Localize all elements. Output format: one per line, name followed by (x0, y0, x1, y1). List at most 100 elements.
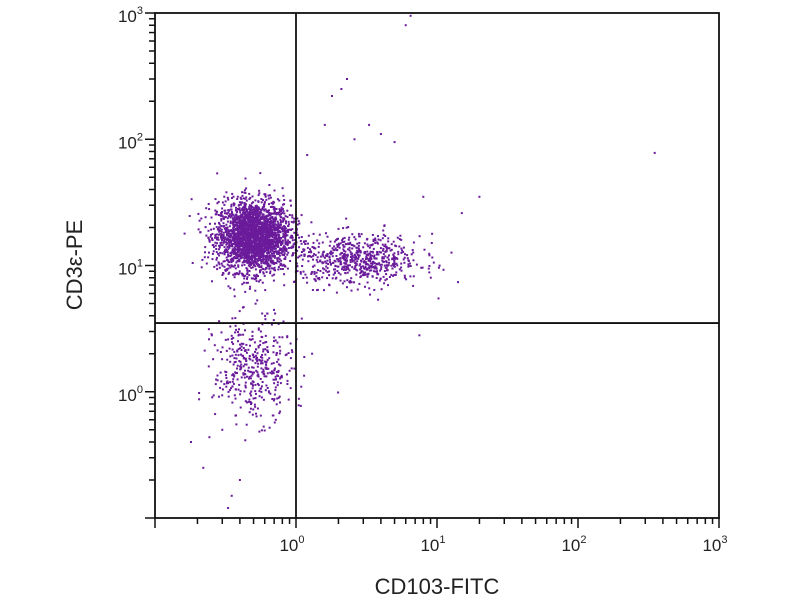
data-point (237, 216, 239, 219)
data-point (392, 274, 395, 277)
data-point (273, 189, 276, 192)
data-point (395, 271, 398, 274)
data-point (229, 222, 232, 225)
data-point (208, 238, 211, 241)
data-point (241, 191, 243, 194)
data-point (278, 208, 281, 211)
data-point (257, 375, 260, 378)
data-point (273, 227, 276, 230)
data-point (412, 284, 415, 287)
data-point (251, 373, 254, 376)
data-point (220, 228, 223, 231)
data-point (260, 250, 263, 252)
data-point (256, 299, 259, 302)
data-point (422, 195, 425, 198)
data-point (261, 240, 263, 243)
data-point (210, 334, 213, 337)
data-point (300, 254, 303, 257)
data-point (252, 277, 255, 280)
data-point (355, 273, 358, 276)
data-point (275, 371, 278, 374)
data-point (188, 215, 191, 217)
data-point (373, 289, 376, 291)
data-point (282, 194, 285, 197)
data-point (270, 267, 273, 270)
data-point (335, 291, 338, 294)
data-point (256, 371, 259, 374)
data-point (248, 274, 251, 277)
data-point (431, 256, 434, 259)
data-point (369, 269, 371, 272)
data-point (244, 249, 247, 252)
data-point (394, 273, 397, 276)
data-point (385, 245, 388, 248)
data-point (258, 263, 261, 266)
data-point (229, 216, 232, 219)
data-point (219, 236, 222, 239)
data-point (228, 389, 231, 392)
data-point (250, 226, 253, 229)
data-point (310, 221, 313, 224)
data-point (275, 244, 278, 247)
data-point (271, 228, 274, 231)
data-point (256, 210, 258, 212)
data-point (224, 215, 227, 218)
data-point (242, 223, 245, 226)
data-point (375, 266, 378, 269)
data-point (243, 229, 246, 231)
data-point (243, 259, 246, 262)
data-point (207, 236, 210, 239)
data-point (281, 229, 284, 232)
data-point (272, 319, 275, 322)
data-point (290, 234, 293, 237)
data-point (406, 254, 409, 257)
data-point (252, 408, 255, 411)
data-point (217, 252, 220, 255)
data-point (246, 271, 249, 274)
data-point (400, 238, 403, 241)
data-point (228, 271, 231, 274)
data-point (319, 270, 322, 272)
data-point (225, 349, 228, 352)
data-point (239, 343, 241, 346)
data-point (329, 258, 331, 261)
data-point (360, 233, 363, 236)
data-point (261, 248, 263, 250)
data-point (262, 233, 265, 236)
data-point (258, 241, 261, 244)
data-point (274, 241, 277, 244)
data-point (191, 262, 194, 264)
data-point (243, 257, 246, 260)
data-point (245, 351, 248, 354)
data-point (278, 345, 281, 348)
data-point (212, 358, 215, 361)
y-tick-label: 100 (118, 384, 143, 405)
data-point (258, 358, 261, 361)
data-point (282, 233, 285, 236)
data-point (234, 252, 237, 255)
data-point (236, 378, 239, 381)
data-point (337, 237, 339, 240)
data-point (190, 198, 193, 201)
data-point (242, 347, 245, 349)
data-point (244, 219, 247, 222)
data-point (252, 397, 255, 400)
data-point (220, 238, 223, 241)
data-point (377, 235, 379, 238)
data-point (265, 267, 268, 270)
data-point (265, 228, 268, 231)
data-point (241, 201, 244, 204)
data-point (251, 338, 254, 341)
data-point (291, 216, 294, 219)
data-point (302, 249, 305, 252)
data-point (283, 249, 286, 252)
data-point (242, 252, 245, 254)
data-point (326, 271, 329, 274)
data-point (288, 241, 291, 244)
data-point (239, 196, 242, 199)
data-point (235, 214, 238, 217)
data-point (243, 226, 246, 229)
data-point (269, 272, 272, 275)
y-axis-ticks (145, 12, 155, 519)
